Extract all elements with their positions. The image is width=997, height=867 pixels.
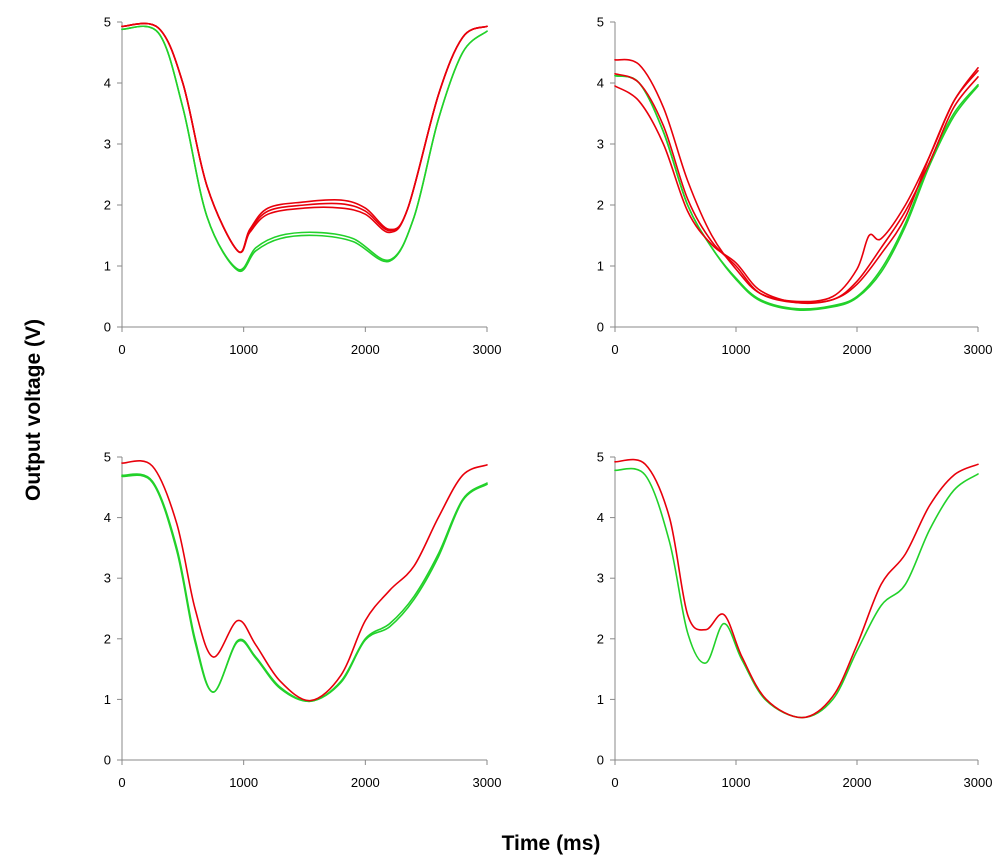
y-tick-label: 3 <box>104 137 111 152</box>
y-tick-label: 5 <box>104 450 111 465</box>
red-series-line <box>121 22 488 254</box>
x-tick-label: 0 <box>611 775 618 790</box>
y-tick-label: 0 <box>104 320 111 335</box>
green-series-line <box>614 467 979 719</box>
y-tick-label: 1 <box>597 692 604 707</box>
y-tick-label: 2 <box>104 198 111 213</box>
x-tick-label: 3000 <box>964 342 993 357</box>
y-tick-label: 0 <box>597 320 604 335</box>
y-tick-label: 4 <box>104 510 111 525</box>
y-tick-label: 4 <box>597 76 604 91</box>
x-tick-label: 3000 <box>964 775 993 790</box>
red-series-line <box>121 22 488 254</box>
red-series-line <box>614 70 979 304</box>
red-series-line <box>121 22 488 254</box>
x-tick-label: 2000 <box>843 342 872 357</box>
y-tick-label: 4 <box>597 510 604 525</box>
x-tick-label: 2000 <box>351 342 380 357</box>
y-tick-label: 1 <box>104 692 111 707</box>
red-series-line <box>614 58 979 303</box>
green-series-line <box>121 25 488 271</box>
x-tick-label: 3000 <box>473 775 502 790</box>
y-axis-title: Output voltage (V) <box>22 319 45 501</box>
y-tick-label: 4 <box>104 76 111 91</box>
red-series-line <box>614 76 979 305</box>
y-tick-label: 0 <box>597 753 604 768</box>
panel-4: 0 1 2 3 4 5 0 1000 2000 3000 <box>597 450 993 791</box>
x-tick-label: 1000 <box>229 775 258 790</box>
x-tick-label: 1000 <box>722 775 751 790</box>
x-tick-label: 1000 <box>722 342 751 357</box>
panel-2: 0 1 2 3 4 5 0 1000 2000 3000 <box>597 15 993 358</box>
x-tick-label: 2000 <box>843 775 872 790</box>
x-tick-label: 3000 <box>473 342 502 357</box>
panel-3: 0 1 2 3 4 5 0 1000 2000 3000 <box>104 450 502 791</box>
x-tick-label: 1000 <box>229 342 258 357</box>
y-tick-label: 2 <box>597 198 604 213</box>
y-tick-label: 1 <box>104 259 111 274</box>
x-tick-label: 0 <box>611 342 618 357</box>
x-axis-title: Time (ms) <box>502 832 601 855</box>
x-tick-label: 2000 <box>351 775 380 790</box>
y-tick-label: 5 <box>104 15 111 30</box>
y-tick-label: 3 <box>104 571 111 586</box>
y-tick-label: 1 <box>597 259 604 274</box>
green-series-line <box>121 474 488 703</box>
red-series-line <box>121 460 488 702</box>
x-tick-label: 0 <box>118 775 125 790</box>
panel-1: 0 1 2 3 4 5 0 1000 2000 3000 <box>104 15 502 358</box>
y-tick-label: 2 <box>104 631 111 646</box>
green-series-line <box>614 74 979 310</box>
y-tick-label: 0 <box>104 753 111 768</box>
y-tick-label: 3 <box>597 137 604 152</box>
green-series-line <box>121 473 488 703</box>
green-series-line <box>614 74 979 311</box>
x-tick-label: 0 <box>118 342 125 357</box>
y-tick-label: 3 <box>597 571 604 586</box>
y-tick-label: 2 <box>597 631 604 646</box>
y-tick-label: 5 <box>597 15 604 30</box>
y-tick-label: 5 <box>597 450 604 465</box>
red-series-line <box>614 458 979 719</box>
